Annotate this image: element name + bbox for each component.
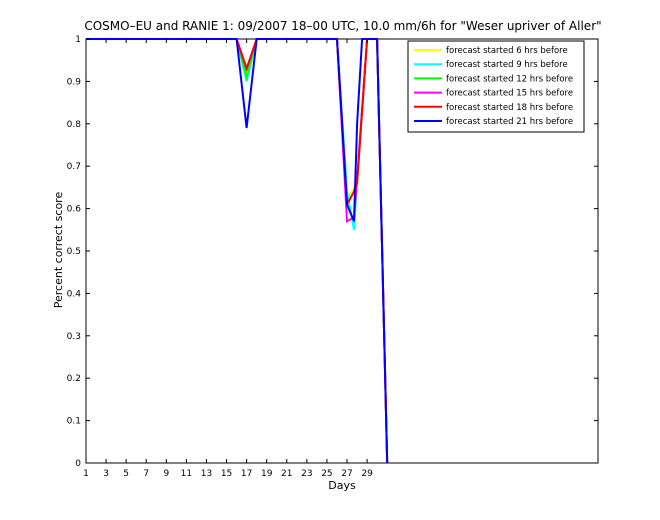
y-tick-label: 0.9	[67, 77, 82, 87]
legend: forecast started 6 hrs before forecast st…	[407, 40, 585, 133]
y-tick-label: 0.5	[67, 247, 81, 257]
legend-label-2: forecast started 9 hrs before	[446, 60, 568, 70]
x-tick-label: 13	[201, 469, 212, 479]
y-tick-label: 0.3	[67, 332, 81, 342]
y-tick-label: 0.7	[67, 162, 81, 172]
y-tick-label: 0.1	[67, 417, 81, 427]
y-tick-label: 0.8	[67, 120, 82, 130]
x-tick-label: 23	[301, 469, 312, 479]
y-tick-label: 0.6	[67, 205, 82, 215]
legend-label-6: forecast started 21 hrs before	[446, 117, 573, 127]
x-tick-label: 5	[123, 469, 129, 479]
x-tick-label: 7	[143, 469, 149, 479]
y-tick-label: 1	[75, 35, 81, 45]
x-tick-label: 19	[261, 469, 273, 479]
x-tick-label: 29	[361, 469, 373, 479]
legend-label-5: forecast started 18 hrs before	[446, 103, 573, 113]
y-axis-label: Percent correct score	[52, 192, 65, 309]
y-tick-label: 0	[75, 459, 81, 469]
legend-items: forecast started 6 hrs before forecast st…	[414, 46, 573, 127]
x-tick-label: 15	[221, 469, 232, 479]
y-axis: 0 0.1 0.2 0.3 0.4 0.5 0.6 0.7 0.8 0.9 1	[67, 35, 598, 469]
x-tick-label: 27	[341, 469, 352, 479]
x-tick-label: 21	[281, 469, 292, 479]
x-tick-label: 1	[83, 469, 89, 479]
legend-label-4: forecast started 15 hrs before	[446, 89, 573, 99]
x-tick-label: 11	[181, 469, 192, 479]
y-tick-label: 0.2	[67, 374, 81, 384]
y-tick-label: 0.4	[67, 289, 82, 299]
x-tick-label: 3	[103, 469, 109, 479]
legend-box	[407, 40, 585, 133]
x-tick-label: 17	[241, 469, 252, 479]
x-axis: 1 3 5 7 9 11 13 15 17 19 21 23 25 27 29	[83, 39, 373, 479]
x-axis-label: Days	[328, 479, 356, 492]
x-tick-label: 25	[321, 469, 332, 479]
x-tick-label: 9	[163, 469, 169, 479]
chart-title: COSMO–EU and RANIE 1: 09/2007 18–00 UTC,…	[84, 19, 601, 33]
legend-label-1: forecast started 6 hrs before	[446, 46, 568, 56]
legend-label-3: forecast started 12 hrs before	[446, 74, 573, 84]
